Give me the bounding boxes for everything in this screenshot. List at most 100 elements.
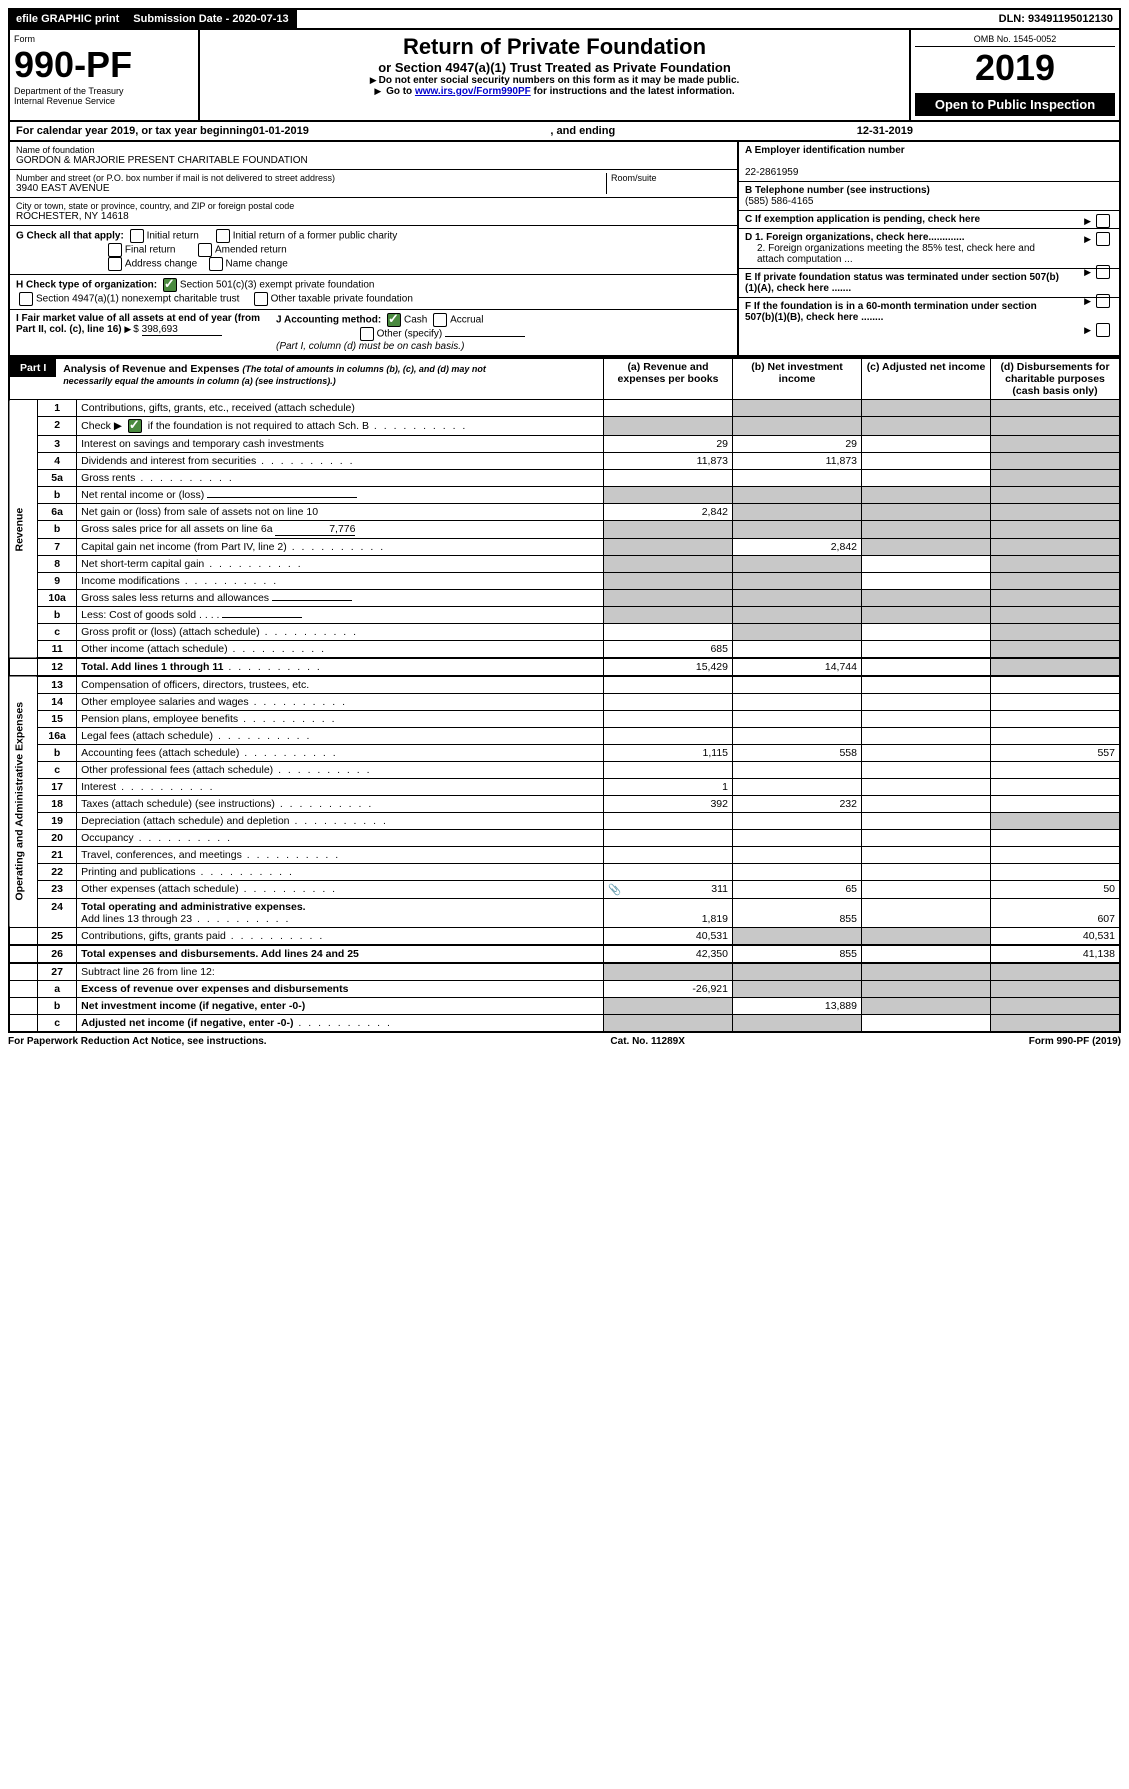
check-initial-former[interactable] <box>216 229 230 243</box>
check-4947[interactable] <box>19 292 33 306</box>
r27b-spacer <box>9 998 38 1015</box>
r10a-d <box>991 590 1121 607</box>
r8-num: 8 <box>38 556 77 573</box>
r13-d <box>991 676 1121 694</box>
i-value: 398,693 <box>142 324 222 336</box>
r21-b <box>733 847 862 864</box>
submission-label: Submission Date - <box>133 13 232 25</box>
attachment-icon[interactable]: 📎 <box>608 883 621 896</box>
r15-b <box>733 711 862 728</box>
row-1: Revenue 1 Contributions, gifts, grants, … <box>9 400 1120 417</box>
r5a-d <box>991 470 1121 487</box>
r19-d: Depreciation (attach schedule) and deple… <box>81 815 289 827</box>
row-26: 26Total expenses and disbursements. Add … <box>9 945 1120 963</box>
check-d1[interactable] <box>1096 232 1110 246</box>
r8-c <box>862 556 991 573</box>
r20-a <box>604 830 733 847</box>
r24-d2: Add lines 13 through 23 <box>81 913 192 925</box>
r16c-d: Other professional fees (attach schedule… <box>81 764 273 776</box>
check-amended[interactable] <box>198 243 212 257</box>
efile-label: efile GRAPHIC print <box>10 10 127 28</box>
r26-num: 26 <box>38 945 77 963</box>
r25-desc: Contributions, gifts, grants paid <box>77 928 604 946</box>
r21-c <box>862 847 991 864</box>
r16a-d: Legal fees (attach schedule) <box>81 730 213 742</box>
check-accrual[interactable] <box>433 313 447 327</box>
r26-d: 41,138 <box>991 945 1121 963</box>
r21-num: 21 <box>38 847 77 864</box>
r12-c <box>862 658 991 676</box>
check-cash[interactable] <box>387 313 401 327</box>
r24-num: 24 <box>38 899 77 928</box>
row-5a: 5a Gross rents <box>9 470 1120 487</box>
check-sch-b[interactable] <box>128 419 142 433</box>
r6a-b <box>733 504 862 521</box>
r12-d <box>991 658 1121 676</box>
r15-num: 15 <box>38 711 77 728</box>
r24-d: Total operating and administrative expen… <box>81 901 305 913</box>
r5b-blank <box>207 497 357 498</box>
check-other-method[interactable] <box>360 327 374 341</box>
r22-c <box>862 864 991 881</box>
r27a-d <box>991 981 1121 998</box>
footer: For Paperwork Reduction Act Notice, see … <box>8 1033 1121 1047</box>
open-public-label: Open to Public Inspection <box>915 93 1115 116</box>
foundation-name: GORDON & MARJORIE PRESENT CHARITABLE FOU… <box>16 155 731 166</box>
r14-desc: Other employee salaries and wages <box>77 694 604 711</box>
r19-a <box>604 813 733 830</box>
r23-num: 23 <box>38 881 77 899</box>
check-c[interactable] <box>1096 214 1110 228</box>
phone-value: (585) 586-4165 <box>745 196 813 207</box>
check-d2[interactable] <box>1096 265 1110 279</box>
r27b-d <box>991 998 1121 1015</box>
i-j-row: I Fair market value of all assets at end… <box>10 310 737 355</box>
r16c-c <box>862 762 991 779</box>
r5b-c <box>862 487 991 504</box>
r26-spacer <box>9 945 38 963</box>
check-final[interactable] <box>108 243 122 257</box>
r1-desc: Contributions, gifts, grants, etc., rece… <box>77 400 604 417</box>
r9-num: 9 <box>38 573 77 590</box>
r26-a: 42,350 <box>604 945 733 963</box>
r22-desc: Printing and publications <box>77 864 604 881</box>
check-address[interactable] <box>108 257 122 271</box>
r1-a <box>604 400 733 417</box>
row-19: 19Depreciation (attach schedule) and dep… <box>9 813 1120 830</box>
r18-desc: Taxes (attach schedule) (see instruction… <box>77 796 604 813</box>
instr-1: Do not enter social security numbers on … <box>204 75 905 86</box>
check-initial[interactable] <box>130 229 144 243</box>
r23-a: 📎311 <box>604 881 733 899</box>
r16c-desc: Other professional fees (attach schedule… <box>77 762 604 779</box>
r2-d2: if the foundation is not required to att… <box>148 420 369 432</box>
cal-begin: 01-01-2019 <box>253 125 309 137</box>
r18-d <box>991 796 1121 813</box>
check-other-tax[interactable] <box>254 292 268 306</box>
check-501c3[interactable] <box>163 278 177 292</box>
ein-value: 22-2861959 <box>745 167 798 178</box>
r27b-b: 13,889 <box>733 998 862 1015</box>
r10a-blank <box>272 600 352 601</box>
r7-d <box>991 539 1121 556</box>
r11-d: Other income (attach schedule) <box>81 643 228 655</box>
r20-desc: Occupancy <box>77 830 604 847</box>
r27b-desc: Net investment income (if negative, ente… <box>77 998 604 1015</box>
row-16a: 16aLegal fees (attach schedule) <box>9 728 1120 745</box>
part1-label: Part I <box>10 359 56 377</box>
r4-b: 11,873 <box>733 453 862 470</box>
form-subtitle: or Section 4947(a)(1) Trust Treated as P… <box>204 60 905 75</box>
r24-c <box>862 899 991 928</box>
row-6a: 6a Net gain or (loss) from sale of asset… <box>9 504 1120 521</box>
city-cell: City or town, state or province, country… <box>10 198 737 226</box>
r16a-a <box>604 728 733 745</box>
r4-num: 4 <box>38 453 77 470</box>
r4-c <box>862 453 991 470</box>
check-name[interactable] <box>209 257 223 271</box>
check-f[interactable] <box>1096 323 1110 337</box>
instr2-link[interactable]: www.irs.gov/Form990PF <box>415 86 531 97</box>
r19-d <box>991 813 1121 830</box>
r2-b <box>733 417 862 436</box>
check-e[interactable] <box>1096 294 1110 308</box>
r17-desc: Interest <box>77 779 604 796</box>
r5a-d: Gross rents <box>81 472 135 484</box>
r25-d: 40,531 <box>991 928 1121 946</box>
